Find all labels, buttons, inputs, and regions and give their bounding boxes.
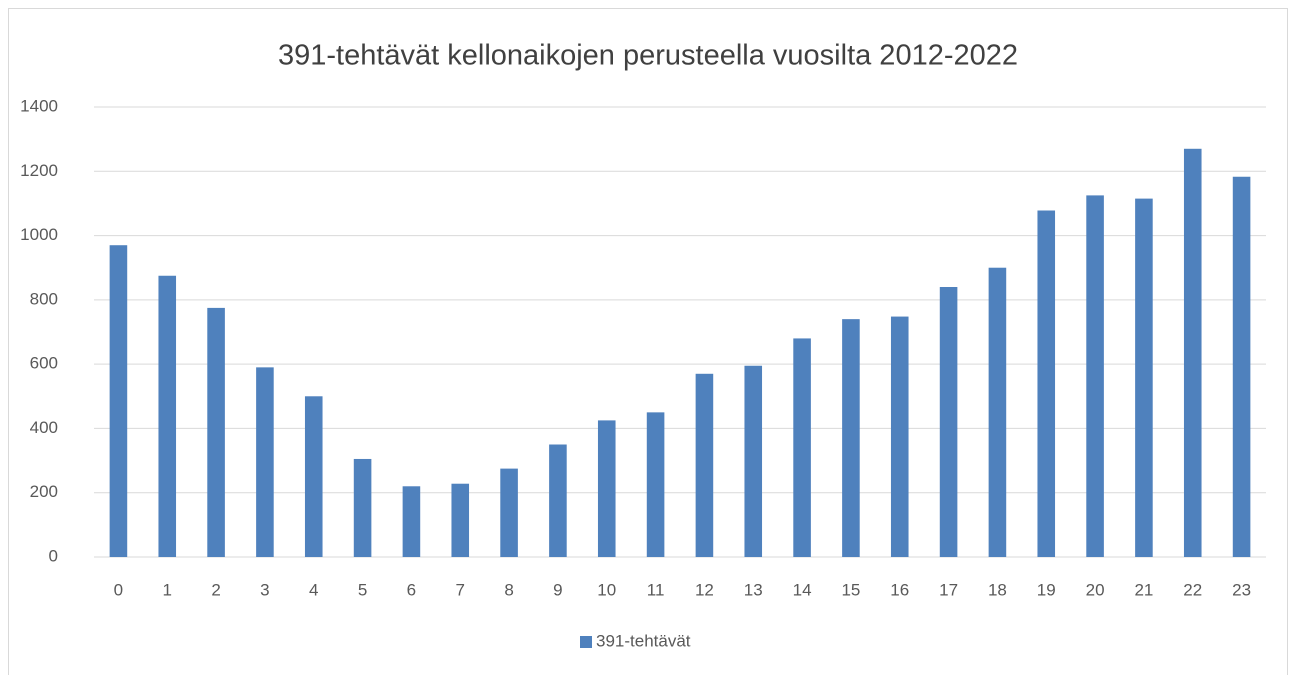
x-tick-label: 3 (260, 580, 269, 599)
bar (500, 468, 518, 557)
bar (451, 483, 470, 557)
bar (695, 373, 714, 557)
bar (256, 367, 274, 557)
x-tick-label: 1 (163, 580, 172, 599)
bar (549, 444, 567, 557)
bar (1135, 198, 1153, 557)
x-tick-label: 12 (695, 580, 714, 599)
bar (744, 365, 763, 557)
x-tick-label: 17 (939, 580, 958, 599)
x-tick-label: 19 (1037, 580, 1056, 599)
x-tick-label: 6 (407, 580, 416, 599)
chart-title: 391-tehtävät kellonaikojen perusteella v… (278, 40, 1018, 72)
bar (890, 316, 909, 557)
bar (158, 275, 177, 557)
bar (353, 458, 372, 557)
y-tick-label: 1200 (20, 161, 58, 180)
x-tick-label: 16 (890, 580, 909, 599)
bar (1037, 210, 1056, 557)
bar (1183, 148, 1202, 558)
bar (304, 396, 323, 557)
bar (597, 420, 616, 557)
bar (988, 267, 1007, 557)
x-tick-label: 14 (793, 580, 812, 599)
bar (402, 486, 421, 557)
x-tick-label: 13 (744, 580, 763, 599)
legend-swatch (580, 636, 592, 648)
x-tick-label: 4 (309, 580, 318, 599)
y-tick-label: 800 (30, 289, 58, 308)
x-tick-label: 7 (456, 580, 465, 599)
x-tick-label: 2 (211, 580, 220, 599)
legend-label: 391-tehtävät (596, 631, 691, 650)
x-tick-label: 8 (504, 580, 513, 599)
bar (1232, 176, 1251, 557)
x-tick-label: 20 (1086, 580, 1105, 599)
x-tick-label: 21 (1134, 580, 1153, 599)
x-tick-label: 10 (597, 580, 616, 599)
bar (939, 287, 958, 557)
x-tick-label: 23 (1232, 580, 1251, 599)
x-tick-label: 15 (841, 580, 860, 599)
x-tick-label: 5 (358, 580, 367, 599)
y-tick-label: 0 (49, 546, 58, 565)
x-tick-label: 9 (553, 580, 562, 599)
y-tick-label: 400 (30, 418, 58, 437)
y-tick-label: 1400 (20, 96, 58, 115)
bar (109, 245, 128, 557)
x-tick-label: 22 (1183, 580, 1202, 599)
x-tick-label: 18 (988, 580, 1007, 599)
x-tick-label: 11 (647, 580, 665, 599)
bar (842, 319, 860, 557)
y-tick-label: 600 (30, 354, 58, 373)
y-tick-label: 200 (30, 482, 58, 501)
bar (646, 412, 665, 557)
y-tick-label: 1000 (20, 225, 58, 244)
x-tick-label: 0 (114, 580, 123, 599)
bar (207, 307, 225, 557)
bar (793, 338, 811, 557)
bar (1086, 195, 1104, 557)
